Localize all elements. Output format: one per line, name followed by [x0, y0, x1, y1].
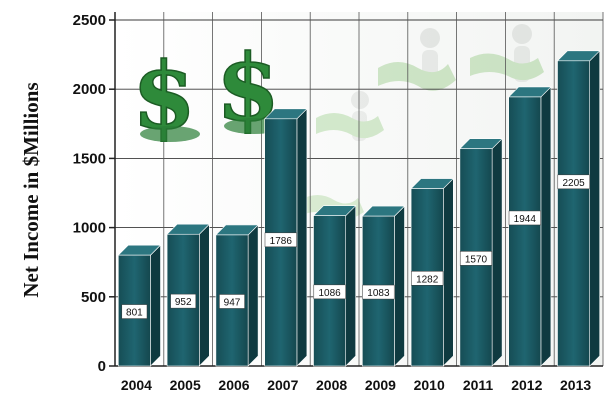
bar-2012: 1944 — [507, 86, 552, 367]
bar-side — [394, 205, 405, 367]
x-tick-label: 2004 — [121, 377, 152, 393]
data-label: 1570 — [465, 254, 488, 265]
y-axis-label: Net Income in $Millions — [19, 82, 43, 297]
x-tick-label: 2007 — [267, 377, 298, 393]
data-label: 952 — [175, 297, 192, 308]
x-tick-label: 2006 — [218, 377, 249, 393]
data-label-box — [219, 294, 245, 309]
bar-2004: 801 — [117, 244, 162, 367]
bar-2009: 1083 — [361, 205, 406, 367]
background-figures-decoration — [300, 24, 544, 220]
x-tick-label: 2010 — [414, 377, 445, 393]
data-label-box — [362, 284, 395, 300]
data-label-box — [264, 232, 297, 248]
bar-2006: 947 — [215, 224, 259, 367]
bar-2011: 1570 — [459, 137, 503, 367]
data-label: 1944 — [514, 214, 537, 225]
bar-side — [589, 50, 601, 367]
data-label: 1282 — [416, 274, 439, 285]
y-tick-label: 500 — [81, 289, 106, 306]
x-axis-ticks: 2004 2005 2006 2007 2008 2009 2010 2011 2012 2013 — [121, 377, 592, 393]
bar-side — [540, 86, 552, 367]
data-label-box — [459, 251, 493, 266]
data-label-box — [557, 174, 590, 190]
bar-side — [491, 137, 503, 367]
y-tick-label: 0 — [98, 358, 106, 375]
bar-side — [296, 108, 308, 367]
x-tick-label: 2005 — [170, 377, 201, 393]
bar-front — [557, 60, 591, 367]
x-tick-label: 2011 — [463, 377, 494, 393]
data-label: 1786 — [270, 236, 293, 247]
data-label-box — [170, 293, 197, 309]
bar-2013: 2205 — [556, 50, 601, 367]
data-label: 801 — [126, 308, 143, 319]
y-tick-label: 1500 — [73, 150, 106, 167]
data-label: 947 — [224, 297, 241, 308]
bar-side — [150, 244, 161, 367]
data-label-box — [411, 271, 444, 286]
data-label-box — [121, 304, 148, 319]
y-tick-label: 2000 — [73, 81, 106, 98]
bars: 801 952 947 1786 1086 1083 1282 1570 1944 2205 — [117, 50, 601, 367]
x-tick-label: 2013 — [560, 377, 591, 393]
y-axis-ticks: 0 500 1000 1500 2000 2500 — [73, 12, 115, 375]
bar-side — [247, 224, 259, 367]
bar-side — [443, 177, 454, 367]
y-tick-label: 2500 — [73, 12, 106, 29]
bar-side — [345, 204, 357, 367]
bar-2005: 952 — [166, 223, 211, 367]
bar-side — [199, 223, 210, 367]
data-label: 2205 — [562, 178, 585, 189]
bar-2010: 1282 — [410, 177, 455, 367]
bar-2007: 1786 — [263, 108, 308, 367]
bar-front — [508, 96, 542, 367]
data-label-box — [508, 210, 541, 226]
data-label: 1083 — [367, 288, 390, 299]
x-tick-label: 2012 — [511, 377, 542, 393]
x-tick-label: 2009 — [365, 377, 396, 393]
y-tick-label: 1000 — [73, 220, 106, 237]
data-label: 1086 — [318, 288, 341, 299]
bar-2008: 1086 — [312, 204, 357, 367]
data-label-box — [313, 284, 346, 300]
x-tick-label: 2008 — [316, 377, 347, 393]
